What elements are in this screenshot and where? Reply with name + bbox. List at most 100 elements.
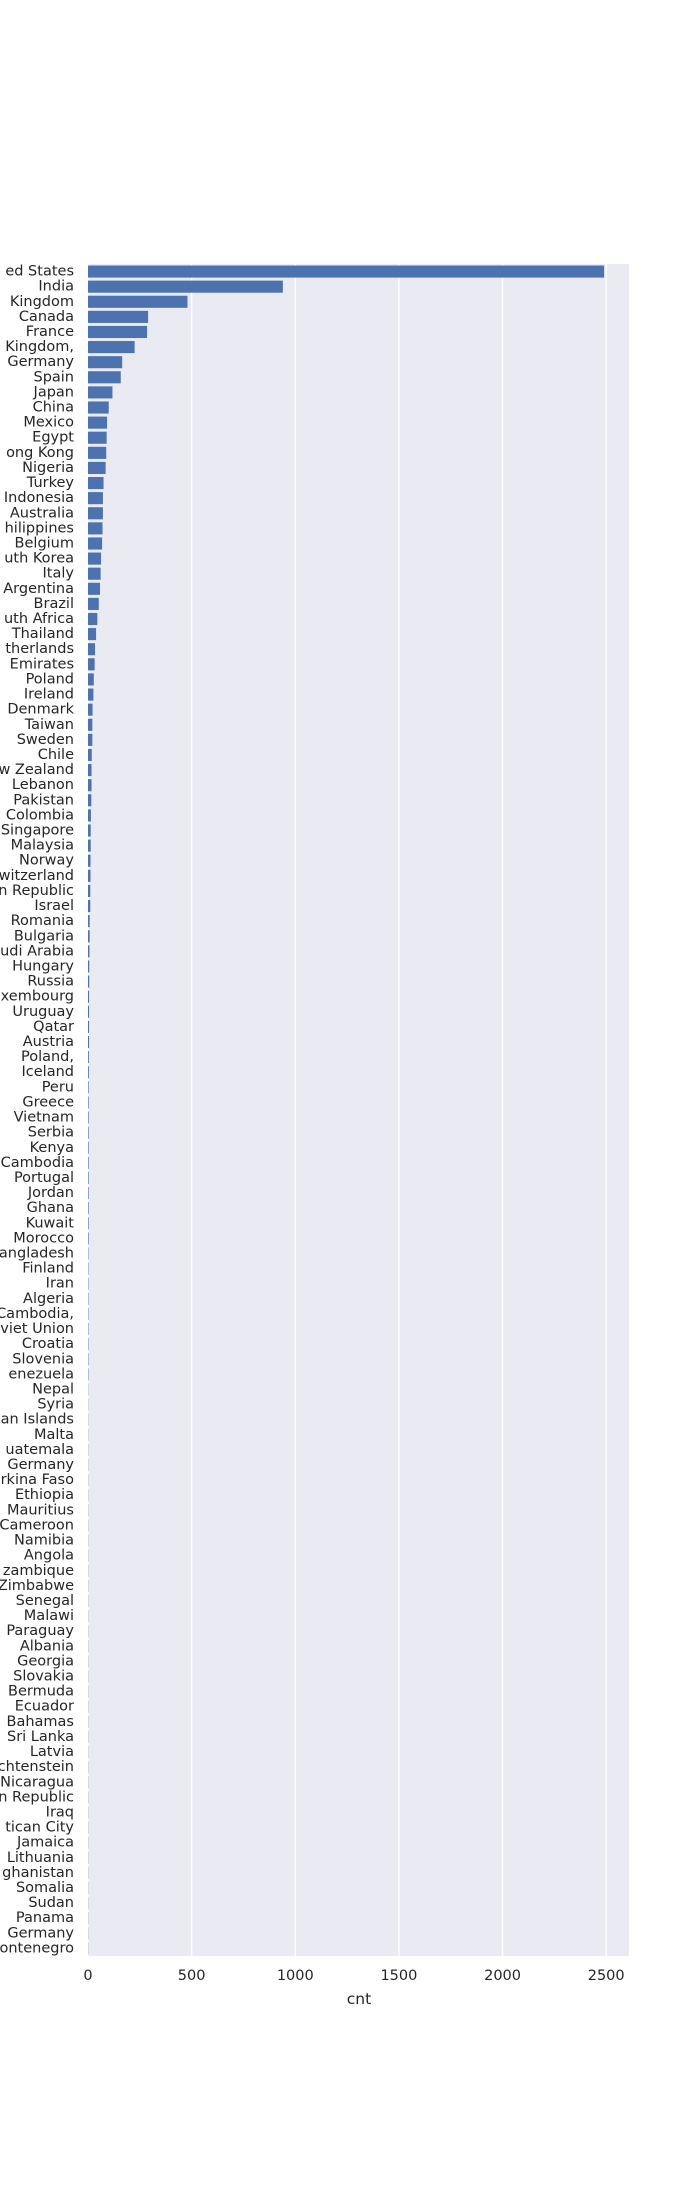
y-tick-label-111: ontenegro [0, 1940, 74, 1956]
bar-41 [88, 884, 91, 897]
x-tick-label-0: 0 [83, 1968, 92, 1984]
y-tick-label-101: n Republic [0, 1789, 74, 1805]
y-tick-label-32: Chile [38, 747, 74, 763]
y-tick-label-73: enezuela [8, 1366, 74, 1382]
y-tick-label-4: France [26, 324, 74, 340]
y-tick-label-59: Cambodia [1, 1155, 74, 1171]
bar-18 [88, 537, 103, 550]
y-tick-label-9: China [33, 400, 74, 416]
y-tick-label-16: Australia [10, 505, 74, 521]
y-tick-label-108: Sudan [28, 1895, 74, 1911]
y-tick-label-38: Malaysia [11, 838, 74, 854]
bar-59 [88, 1156, 89, 1169]
x-tick-label-4: 2000 [484, 1968, 521, 1984]
bar-16 [88, 507, 103, 520]
bar-36 [88, 809, 91, 822]
y-tick-label-13: Nigeria [22, 460, 74, 476]
bar-39 [88, 854, 91, 867]
y-tick-label-64: Morocco [13, 1230, 74, 1246]
bar-55 [88, 1096, 89, 1109]
bar-35 [88, 794, 92, 807]
bar-37 [88, 824, 91, 837]
x-tick-label-1: 500 [178, 1968, 206, 1984]
x-tick-label-2: 1000 [277, 1968, 314, 1984]
bar-33 [88, 764, 92, 777]
y-tick-label-11: Egypt [32, 430, 74, 446]
x-tick-label-3: 1500 [380, 1968, 417, 1984]
bar-13 [88, 461, 106, 474]
y-tick-label-53: Iceland [22, 1064, 74, 1080]
y-tick-label-36: Colombia [6, 807, 74, 823]
y-tick-label-97: Sri Lanka [7, 1729, 74, 1745]
y-tick-label-18: Belgium [15, 535, 74, 551]
bar-58 [88, 1141, 89, 1154]
y-tick-label-30: Taiwan [24, 717, 74, 733]
y-tick-label-62: Ghana [27, 1200, 74, 1216]
bar-21 [88, 582, 101, 595]
bar-45 [88, 945, 90, 958]
bar-10 [88, 416, 108, 429]
y-tick-label-19: uth Korea [4, 551, 74, 567]
bar-54 [88, 1081, 89, 1094]
bar-14 [88, 477, 104, 490]
y-tick-label-27: Poland [26, 671, 74, 687]
y-tick-label-3: Canada [19, 309, 74, 325]
bar-29 [88, 703, 93, 716]
plot-area-background [88, 264, 629, 1956]
bar-26 [88, 658, 95, 671]
y-tick-label-94: Bermuda [8, 1684, 74, 1700]
bar-22 [88, 597, 99, 610]
y-tick-label-2: Kingdom [10, 294, 74, 310]
bar-49 [88, 1005, 90, 1018]
y-tick-label-71: Croatia [22, 1336, 74, 1352]
bar-17 [88, 522, 103, 535]
x-tick-labels: 0 500 1000 1500 2000 2500 [83, 1968, 624, 1984]
y-tick-label-60: Portugal [14, 1170, 74, 1186]
y-tick-label-34: Lebanon [12, 777, 74, 793]
y-tick-label-85: Angola [24, 1548, 74, 1564]
y-tick-label-40: witzerland [0, 868, 74, 884]
bar-57 [88, 1126, 89, 1139]
y-tick-label-55: Greece [22, 1094, 74, 1110]
bar-5 [88, 341, 135, 354]
bar-48 [88, 990, 90, 1003]
y-tick-label-96: Bahamas [7, 1714, 74, 1730]
y-tick-label-52: Poland, [21, 1049, 74, 1065]
y-tick-label-33: w Zealand [0, 762, 74, 778]
bar-27 [88, 673, 94, 686]
bar-25 [88, 643, 96, 656]
bar-7 [88, 371, 121, 384]
y-tick-label-93: Slovakia [13, 1669, 74, 1685]
y-tick-label-50: Qatar [33, 1019, 74, 1035]
y-tick-label-84: Namibia [14, 1533, 74, 1549]
bar-42 [88, 900, 91, 913]
y-tick-label-65: angladesh [0, 1246, 74, 1262]
y-tick-label-74: Nepal [32, 1381, 74, 1397]
bar-46 [88, 960, 90, 973]
bar-1 [88, 280, 283, 293]
bar-44 [88, 930, 90, 943]
bar-2 [88, 295, 188, 308]
y-tick-label-92: Georgia [17, 1653, 74, 1669]
y-tick-label-104: Jamaica [16, 1835, 74, 1851]
y-tick-label-105: Lithuania [7, 1850, 74, 1866]
bar-62 [88, 1202, 89, 1215]
bar-34 [88, 779, 92, 792]
bar-8 [88, 386, 113, 399]
bar-30 [88, 718, 93, 731]
bar-24 [88, 628, 97, 641]
bar-60 [88, 1171, 89, 1185]
bar-43 [88, 915, 90, 928]
y-tick-label-107: Somalia [16, 1880, 74, 1896]
bar-0 [88, 265, 605, 278]
y-tick-label-88: Senegal [16, 1593, 74, 1609]
y-tick-label-82: Mauritius [7, 1502, 74, 1518]
y-tick-label-42: Israel [34, 898, 74, 914]
bar-6 [88, 356, 123, 369]
y-tick-label-98: Latvia [30, 1744, 74, 1760]
y-tick-label-37: Singapore [1, 823, 74, 839]
y-tick-label-61: Jordan [27, 1185, 74, 1201]
bar-51 [88, 1035, 90, 1049]
y-tick-label-103: tican City [5, 1820, 74, 1836]
